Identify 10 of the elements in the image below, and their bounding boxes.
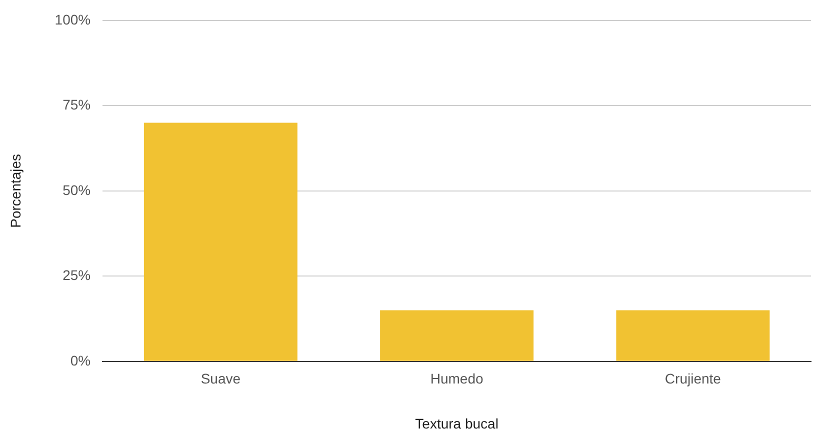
x-tick-label: Crujiente — [664, 370, 722, 387]
y-tick-label: 50% — [62, 182, 91, 198]
x-tick-label: Humedo — [430, 370, 484, 387]
x-tick-label: Suave — [200, 370, 241, 387]
y-axis-title: Porcentajes — [7, 154, 24, 228]
y-tick-label: 75% — [62, 96, 91, 113]
y-tick-label: 0% — [70, 352, 91, 368]
y-tick-label: 25% — [62, 267, 91, 284]
x-axis-title: Textura bucal — [415, 415, 498, 432]
y-tick-label: 100% — [54, 11, 91, 28]
